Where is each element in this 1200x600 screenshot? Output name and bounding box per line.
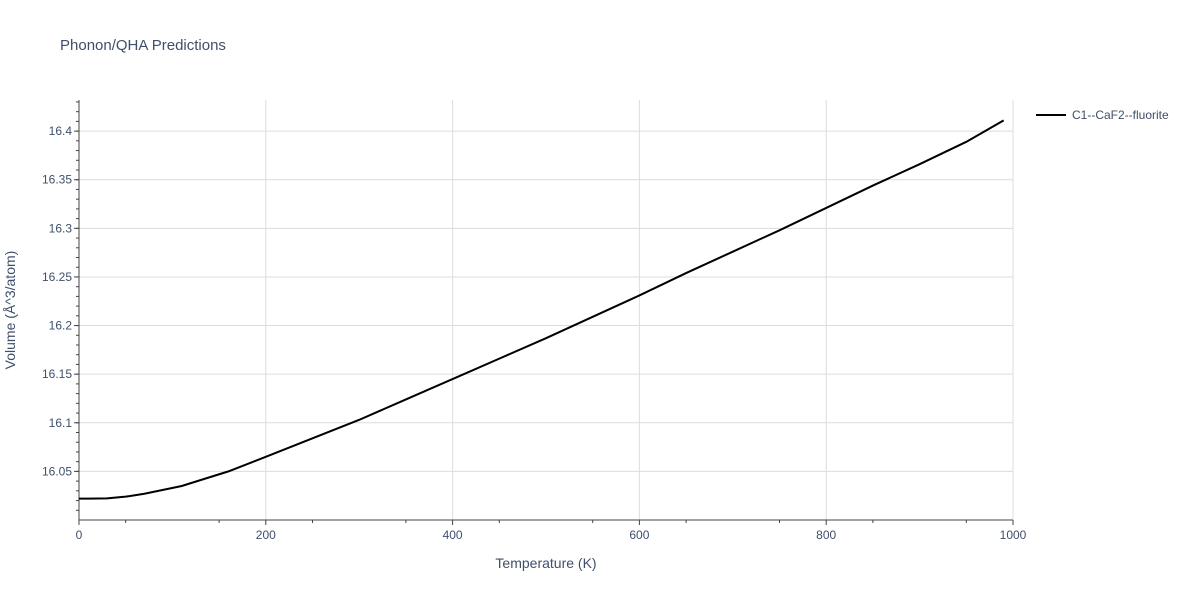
y-ticks: 16.05 16.1 16.15 16.2 16.25 16.3 16.35 16.4 — [42, 101, 79, 511]
x-tick-label: 200 — [256, 528, 276, 542]
x-tick-label: 400 — [443, 528, 463, 542]
series-line-0 — [79, 119, 1005, 500]
x-tick-label: 600 — [629, 528, 649, 542]
y-tick-label: 16.05 — [42, 464, 72, 478]
x-tick-label: 1000 — [1000, 528, 1027, 542]
y-tick-label: 16.35 — [42, 173, 72, 187]
x-tick-label: 800 — [816, 528, 836, 542]
y-axis-title: Volume (Å^3/atom) — [2, 251, 18, 370]
series-layer — [79, 119, 1005, 500]
grid — [79, 100, 1014, 520]
x-tick-label: 0 — [76, 528, 83, 542]
y-tick-label: 16.4 — [49, 124, 73, 138]
chart-title: Phonon/QHA Predictions — [60, 37, 226, 54]
y-tick-label: 16.25 — [42, 270, 72, 284]
y-tick-label: 16.1 — [49, 416, 73, 430]
y-tick-label: 16.15 — [42, 367, 72, 381]
legend-label: C1--CaF2--fluorite — [1072, 108, 1169, 122]
axes — [78, 100, 1013, 521]
y-tick-label: 16.2 — [49, 319, 73, 333]
x-axis-title: Temperature (K) — [495, 555, 596, 571]
x-ticks: 0 200 400 600 800 1000 — [76, 520, 1027, 542]
y-tick-label: 16.3 — [49, 221, 73, 235]
legend[interactable]: C1--CaF2--fluorite — [1036, 108, 1169, 122]
